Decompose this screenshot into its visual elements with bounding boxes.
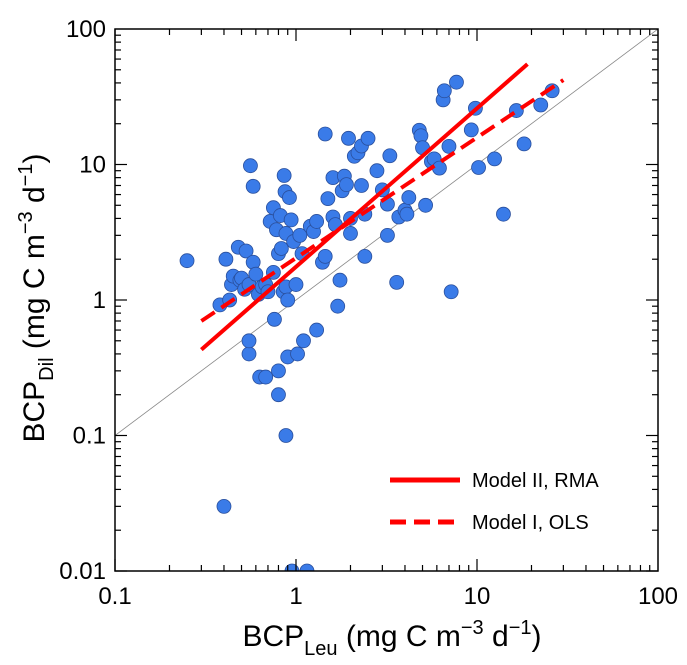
data-point (463, 122, 479, 138)
data-point (389, 274, 405, 290)
y-tick-label: 10 (79, 152, 106, 179)
data-point (516, 136, 532, 152)
y-tick-label: 0.1 (73, 423, 106, 450)
data-point (292, 227, 308, 243)
data-point (332, 272, 348, 288)
x-tick-label: 1 (289, 583, 302, 610)
data-point (241, 333, 257, 349)
data-point (245, 254, 261, 270)
data-point (401, 190, 417, 205)
data-point (241, 346, 257, 362)
data-point (443, 284, 459, 300)
data-point (258, 369, 274, 385)
rma-fit-line (200, 62, 529, 352)
data-point (309, 322, 325, 338)
data-point (436, 83, 452, 99)
data-point (271, 387, 286, 403)
data-point (283, 212, 299, 228)
data-point (290, 346, 305, 362)
data-point (216, 498, 232, 514)
data-point (267, 311, 282, 327)
data-point (441, 139, 457, 154)
data-point (288, 277, 304, 292)
data-point (317, 248, 333, 264)
data-point (399, 206, 415, 222)
data-point (449, 74, 464, 90)
data-point (299, 563, 315, 571)
y-axis-title: BCPDil (mg C m−3 d−1) (15, 153, 58, 442)
x-axis-title: BCPLeu (mg C m−3 d−1) (242, 617, 541, 660)
x-tick-label: 10 (464, 583, 491, 610)
legend-rma-label: Model II, RMA (472, 470, 599, 492)
data-point (339, 177, 354, 193)
data-point (496, 206, 511, 222)
x-tick-label: 100 (638, 583, 678, 610)
data-point (271, 363, 286, 379)
data-point (360, 130, 376, 146)
data-point (278, 428, 294, 443)
data-point (179, 253, 195, 269)
data-point (243, 158, 258, 174)
data-point (248, 266, 264, 282)
legend-ols-label: Model I, OLS (472, 512, 589, 534)
ols-fit-line (200, 78, 565, 323)
y-tick-label: 0.01 (59, 558, 106, 585)
data-point (320, 191, 336, 207)
data-point (341, 130, 356, 146)
y-tick-label: 1 (93, 287, 106, 314)
x-tick-label: 0.1 (98, 583, 131, 610)
data-point (309, 214, 325, 229)
data-point (380, 227, 395, 243)
data-point (280, 292, 296, 308)
data-point (382, 148, 398, 164)
data-point (238, 243, 254, 259)
data-point (245, 178, 261, 194)
data-point (273, 241, 289, 256)
data-point (418, 197, 433, 213)
data-point (343, 226, 358, 241)
data-point (317, 126, 333, 142)
y-tick-label: 100 (66, 16, 106, 43)
data-point (357, 248, 373, 264)
data-point (282, 190, 297, 205)
data-point (296, 333, 311, 349)
data-point (276, 168, 292, 183)
data-point (533, 97, 549, 113)
data-point (330, 298, 346, 314)
data-point (218, 251, 234, 267)
data-point (471, 160, 486, 175)
data-point (487, 151, 502, 167)
data-point (354, 178, 369, 193)
data-point (369, 163, 385, 179)
